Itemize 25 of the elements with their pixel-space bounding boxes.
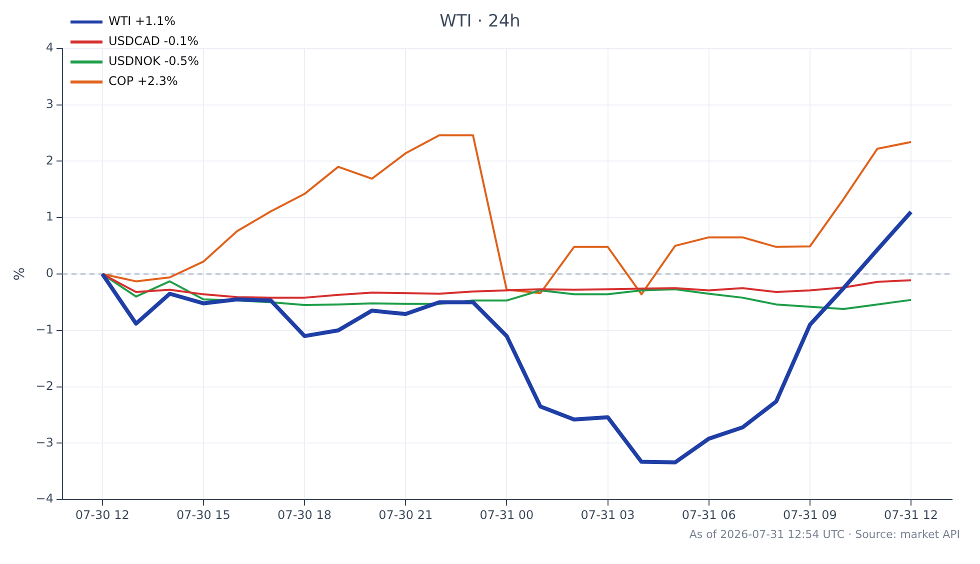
text: As of 2026-07-31 12:54 UTC · Source: market API	[689, 528, 960, 541]
legend-label: COP +2.3%	[108, 74, 178, 88]
y-tick-label: −1	[36, 322, 54, 337]
y-tick-label: 1	[46, 210, 54, 224]
x-tick-label: 07-30 21	[378, 508, 433, 522]
y-tick-label: −2	[36, 378, 54, 393]
x-tick-label: 07-30 18	[278, 508, 332, 522]
x-tick-label: 07-31 03	[580, 508, 635, 522]
y-tick-label: 4	[46, 40, 54, 55]
x-tick-label: 07-30 12	[75, 508, 130, 522]
y-axis-title: %	[12, 267, 28, 281]
x-tick-label: 07-31 12	[884, 508, 938, 522]
y-tick-label: −4	[36, 492, 54, 506]
y-tick-label: 3	[46, 96, 54, 111]
x-tick-label: 07-31 00	[480, 508, 534, 522]
legend-label: USDCAD -0.1%	[108, 34, 199, 48]
legend-label: WTI +1.1%	[108, 14, 176, 28]
x-tick-label: 07-30 15	[176, 508, 230, 522]
y-tick-label: 0	[46, 266, 54, 280]
y-tick-label: 2	[46, 153, 54, 168]
legend-label: USDNOK -0.5%	[108, 54, 200, 68]
chart-title: WTI · 24h	[440, 12, 520, 32]
y-tick-label: −3	[36, 435, 54, 450]
x-tick-label: 07-31 06	[682, 508, 736, 522]
x-tick-label: 07-31 09	[782, 508, 837, 522]
